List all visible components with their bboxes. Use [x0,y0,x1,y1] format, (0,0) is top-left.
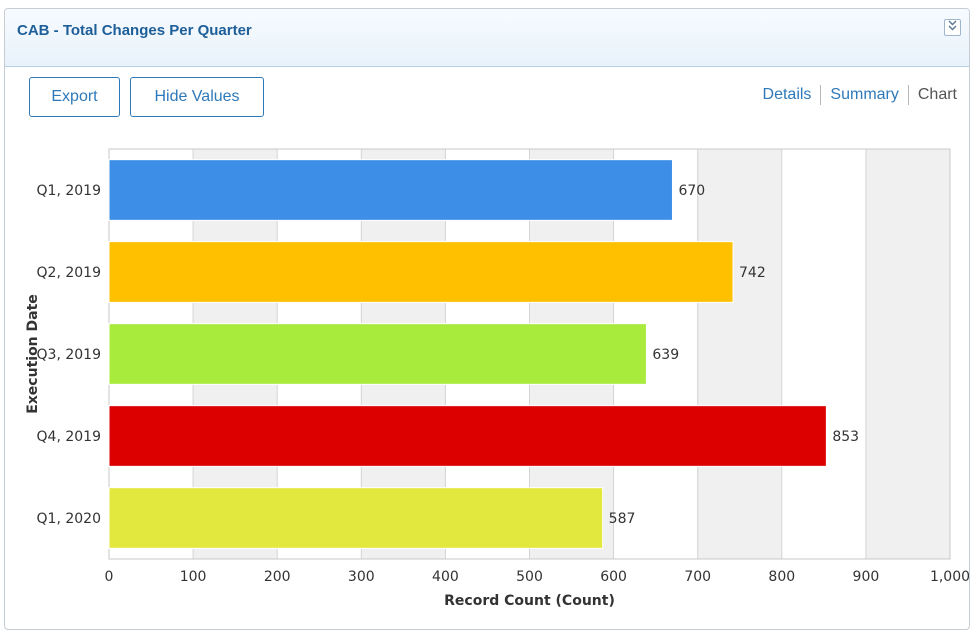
view-switcher: Details Summary Chart [763,85,957,105]
x-tick-label: 600 [600,569,627,585]
double-chevron-down-icon[interactable] [944,19,961,36]
category-labels: Q1, 2019 Q2, 2019 Q3, 2019 Q4, 2019 Q1, 2020 [37,183,101,527]
bars [108,159,827,549]
data-labels: 670 742 639 853 587 [609,183,859,527]
chart-panel: CAB - Total Changes Per Quarter Export H… [4,8,970,630]
summary-link[interactable]: Summary [830,86,899,103]
details-link[interactable]: Details [762,86,812,103]
x-tick-label: 900 [853,569,880,585]
x-tick-label: 700 [684,569,711,585]
x-tick-label: 200 [264,569,291,585]
y-axis-label: Execution Date [25,294,41,414]
x-tick-label: 800 [768,569,795,585]
data-label: 639 [652,347,679,363]
category-label: Q4, 2019 [37,429,101,445]
grid-band [865,149,950,559]
divider [907,85,909,105]
x-tick-label: 0 [105,569,114,585]
bar [108,323,647,385]
data-label: 670 [678,183,705,199]
category-label: Q2, 2019 [37,265,101,281]
bar-chart: 670 742 639 853 587 Q1, 2019 Q2, 2019 Q3, 2019… [25,148,970,609]
category-label: Q1, 2020 [37,511,101,527]
category-label: Q3, 2019 [37,347,101,363]
divider [820,85,822,105]
bar [108,241,734,303]
panel-title: CAB - Total Changes Per Quarter [17,22,252,39]
x-tick-label: 400 [432,569,459,585]
export-button[interactable]: Export [29,77,120,117]
x-tick-label: 500 [516,569,543,585]
x-tick-label: 100 [180,569,207,585]
data-label: 853 [832,429,859,445]
collapse-glyph [948,20,957,31]
x-tick-label: 1,000 [930,569,970,585]
category-label: Q1, 2019 [37,183,101,199]
bar [108,405,827,467]
x-tick-labels: 0 100 200 300 400 500 600 700 800 900 1,000 [105,569,970,585]
bar [108,487,604,549]
x-axis-label: Record Count (Count) [444,593,615,609]
data-label: 587 [609,511,636,527]
x-tick-label: 300 [348,569,375,585]
panel-header: CAB - Total Changes Per Quarter [5,9,969,67]
bar [108,159,673,221]
grid-band [697,149,782,559]
hide-values-button[interactable]: Hide Values [130,77,264,117]
data-label: 742 [739,265,766,281]
chart-link[interactable]: Chart [917,86,957,103]
